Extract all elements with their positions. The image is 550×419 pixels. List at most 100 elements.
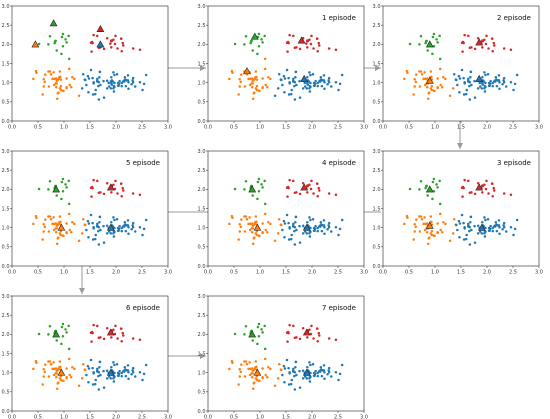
- data-point: [463, 178, 466, 182]
- data-point: [65, 186, 68, 189]
- data-point: [130, 372, 133, 376]
- data-point: [107, 230, 111, 233]
- data-point: [292, 79, 295, 82]
- centroid-marker: [96, 40, 105, 48]
- data-point: [255, 365, 258, 369]
- data-point: [253, 91, 256, 94]
- data-point: [481, 221, 484, 224]
- x-tick-label: 3.0: [360, 270, 368, 276]
- data-point: [309, 218, 312, 222]
- data-point: [55, 97, 59, 101]
- data-point: [117, 372, 121, 376]
- data-point: [419, 215, 423, 218]
- x-tick-label: 3.0: [164, 270, 172, 276]
- y-tick-label: 0.0: [2, 264, 10, 270]
- data-point: [469, 70, 473, 74]
- data-point: [48, 70, 52, 73]
- data-point: [90, 195, 93, 198]
- data-point: [313, 227, 317, 231]
- data-point: [425, 184, 428, 188]
- data-point: [430, 84, 434, 88]
- data-point: [323, 377, 326, 381]
- data-point: [67, 357, 71, 361]
- data-point: [138, 48, 142, 51]
- data-point: [248, 228, 252, 232]
- data-point: [131, 369, 134, 372]
- centroid-marker: [475, 183, 484, 191]
- data-point: [93, 382, 97, 386]
- data-point: [277, 72, 281, 76]
- centroid-marker: [425, 185, 434, 193]
- data-point: [133, 230, 137, 233]
- data-point: [462, 221, 465, 225]
- data-point: [323, 371, 326, 374]
- data-point: [89, 41, 93, 45]
- data-point: [102, 79, 105, 83]
- data-point: [282, 364, 286, 368]
- data-point: [491, 226, 494, 230]
- data-point: [62, 234, 65, 237]
- data-point: [138, 81, 142, 84]
- data-point: [81, 217, 85, 221]
- data-point: [67, 57, 71, 61]
- y-tick-label: 1.0: [198, 80, 206, 86]
- data-point: [276, 232, 280, 235]
- centroid-marker: [49, 19, 58, 27]
- data-point: [91, 93, 95, 96]
- data-point: [238, 77, 241, 81]
- data-point: [112, 380, 116, 383]
- data-point: [89, 331, 93, 335]
- data-point: [32, 367, 35, 371]
- x-tick-label: 0.0: [204, 125, 212, 131]
- data-point: [58, 87, 62, 90]
- centroid-marker: [106, 368, 115, 376]
- data-point: [110, 336, 113, 339]
- data-point: [244, 325, 248, 328]
- data-point: [263, 67, 267, 71]
- data-point: [444, 77, 447, 81]
- data-point: [435, 183, 438, 186]
- data-point: [47, 230, 51, 233]
- x-tick-label: 2.0: [308, 415, 316, 419]
- data-point: [258, 234, 261, 237]
- data-point: [311, 72, 315, 76]
- data-point: [47, 375, 51, 378]
- x-tick-label: 1.0: [60, 415, 68, 419]
- data-point: [288, 178, 291, 182]
- data-point: [497, 219, 501, 222]
- data-point: [430, 75, 433, 79]
- data-point: [303, 81, 306, 85]
- data-point: [120, 229, 123, 233]
- data-point: [426, 194, 429, 197]
- data-point: [126, 364, 130, 367]
- data-point: [305, 232, 309, 235]
- y-tick-label: 1.0: [2, 370, 10, 376]
- data-point: [122, 225, 125, 228]
- data-point: [413, 77, 416, 81]
- data-point: [263, 357, 267, 361]
- data-point: [93, 92, 97, 96]
- data-point: [316, 339, 319, 343]
- data-point: [81, 362, 85, 366]
- data-point: [48, 180, 52, 183]
- data-point: [260, 38, 263, 41]
- y-tick-label: 3.0: [198, 149, 206, 155]
- data-point: [37, 187, 41, 191]
- data-point: [312, 47, 315, 50]
- data-point: [419, 180, 423, 183]
- data-point: [120, 49, 123, 53]
- data-point: [94, 88, 97, 92]
- data-point: [295, 228, 298, 232]
- data-point: [326, 372, 329, 376]
- data-point: [99, 83, 102, 87]
- data-point: [456, 228, 459, 232]
- y-tick-label: 0.0: [2, 409, 10, 415]
- data-point: [478, 230, 482, 233]
- data-point: [436, 41, 439, 44]
- data-point: [99, 228, 102, 232]
- data-point: [116, 374, 120, 377]
- data-point: [316, 49, 319, 53]
- data-point: [252, 78, 256, 82]
- data-point: [48, 215, 52, 218]
- data-point: [256, 197, 259, 201]
